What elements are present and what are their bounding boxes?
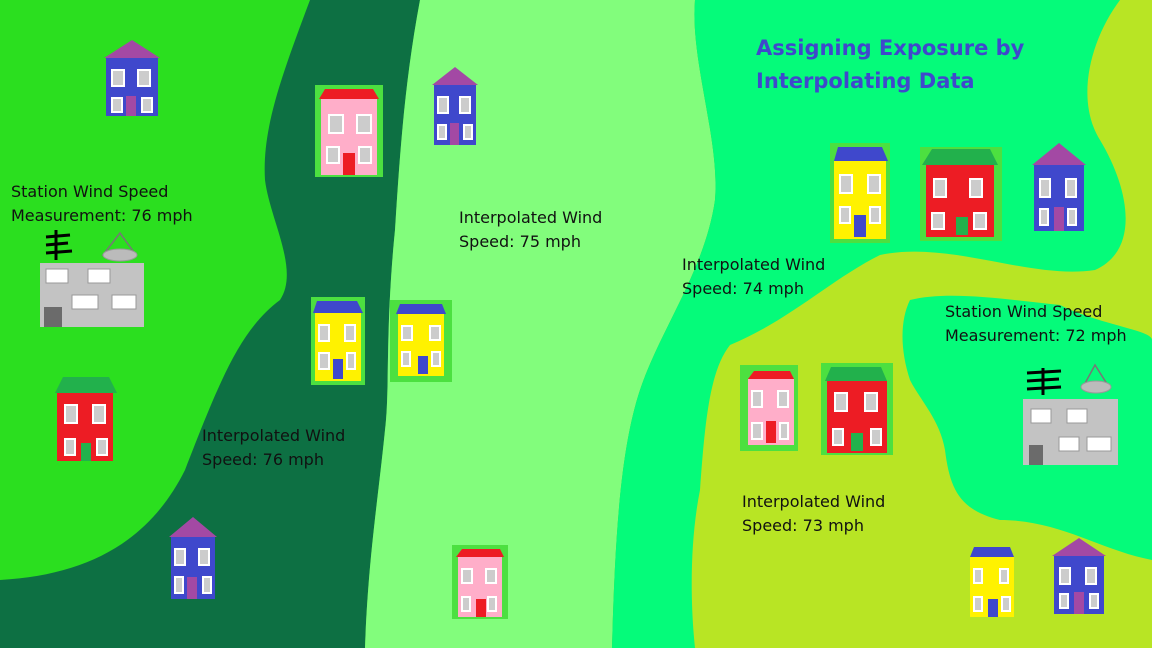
satellite-dish-icon bbox=[1080, 363, 1112, 394]
interpolated-label-74: Interpolated Wind Speed: 74 mph bbox=[682, 255, 826, 298]
house-blue-4 bbox=[169, 517, 217, 601]
antenna-icon bbox=[1026, 368, 1062, 395]
diagram-title: Assigning Exposure by Interpolating Data bbox=[756, 36, 1025, 93]
house-yellow-2 bbox=[311, 297, 365, 385]
house-blue-1 bbox=[104, 40, 160, 118]
house-blue-3 bbox=[1032, 143, 1086, 233]
zone-light-green-band bbox=[365, 0, 716, 648]
weather-station-left bbox=[38, 225, 148, 335]
house-red-1 bbox=[920, 147, 1002, 241]
station-right-label: Station Wind Speed Measurement: 72 mph bbox=[945, 302, 1127, 345]
house-yellow-4 bbox=[968, 545, 1016, 619]
house-yellow-3 bbox=[390, 300, 452, 382]
station-left-label: Station Wind Speed Measurement: 76 mph bbox=[11, 182, 193, 225]
satellite-dish-icon bbox=[101, 231, 138, 262]
house-blue-5 bbox=[1052, 538, 1106, 616]
weather-station-right bbox=[1021, 363, 1121, 473]
house-red-2 bbox=[821, 363, 893, 455]
interpolated-label-73: Interpolated Wind Speed: 73 mph bbox=[742, 492, 886, 535]
house-pink-1 bbox=[315, 85, 383, 177]
house-pink-3 bbox=[452, 545, 508, 619]
house-red-3 bbox=[55, 377, 117, 463]
house-pink-2 bbox=[740, 365, 798, 451]
interpolated-label-75: Interpolated Wind Speed: 75 mph bbox=[459, 208, 603, 251]
house-yellow-1 bbox=[830, 143, 890, 243]
antenna-icon bbox=[45, 230, 73, 260]
house-blue-2 bbox=[432, 67, 478, 147]
interpolated-label-76: Interpolated Wind Speed: 76 mph bbox=[202, 426, 346, 469]
